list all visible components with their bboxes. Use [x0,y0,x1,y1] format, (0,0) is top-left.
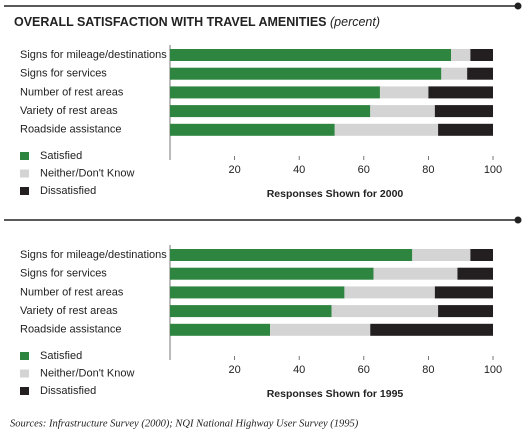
source-note: Sources: Infrastructure Survey (2000); N… [10,418,359,429]
bar-segment [467,67,493,80]
bar-segment [170,267,374,280]
rule-dot [514,216,522,224]
legend-swatch [20,152,29,160]
bar-segment [370,323,493,336]
legend-swatch [20,169,29,178]
bar-segment [434,286,493,299]
bar-segment [434,105,493,118]
bar-segment [470,249,493,261]
legend-swatch [20,352,29,360]
bar-segment [438,305,493,318]
bar-segment [370,105,435,118]
bar-segment [344,286,435,299]
x-tick-label: 60 [358,164,370,176]
x-tick-label: 100 [484,164,502,176]
x-axis-label: Responses Shown for 1995 [267,388,404,400]
x-tick-label: 60 [358,364,370,376]
bar-segment [170,249,413,261]
bar-segment [441,67,468,80]
bar-segment [170,49,452,61]
bar-segment [412,249,471,261]
category-label: Variety of rest areas [20,305,118,317]
bar-segment [470,49,493,61]
legend-label: Dissatisfied [40,385,96,397]
bar-segment [334,123,439,136]
title-text: OVERALL SATISFACTION WITH TRAVEL AMENITI… [14,15,327,29]
x-axis-label: Responses Shown for 2000 [267,188,404,200]
bar-segment [438,123,493,136]
bar-segment [170,67,442,80]
bar-segment [373,267,458,280]
bar-segment [270,323,371,336]
x-tick-label: 100 [484,364,502,376]
chart-title: OVERALL SATISFACTION WITH TRAVEL AMENITI… [14,15,380,29]
legend-label: Satisfied [40,350,82,362]
x-tick-label: 20 [228,364,240,376]
legend-label: Neither/Don't Know [40,367,134,379]
category-label: Number of rest areas [20,86,124,98]
legend-label: Satisfied [40,150,82,162]
bar-segment [170,86,380,99]
bar-segment [170,123,335,136]
legend-swatch [20,387,29,395]
category-label: Signs for services [20,268,107,280]
legend-label: Neither/Don't Know [40,167,134,179]
x-tick-label: 80 [422,364,434,376]
bar-segment [170,105,371,118]
x-tick-label: 20 [228,164,240,176]
x-tick-label: 80 [422,164,434,176]
category-label: Variety of rest areas [20,105,118,117]
category-label: Roadside assistance [20,124,122,136]
bar-segment [170,323,271,336]
legend-label: Dissatisfied [40,185,96,197]
legend-swatch [20,187,29,195]
category-label: Number of rest areas [20,286,124,298]
x-tick-label: 40 [293,164,305,176]
rule-dot [514,2,522,10]
category-label: Signs for mileage/destinations [20,49,167,61]
bar-segment [170,286,345,299]
title-note: (percent) [330,15,380,29]
bar-segment [428,86,493,99]
category-label: Signs for mileage/destinations [20,249,167,261]
bar-segment [451,49,471,61]
category-label: Signs for services [20,68,107,80]
legend-swatch [20,369,29,378]
bar-segment [457,267,493,280]
x-tick-label: 40 [293,364,305,376]
category-label: Roadside assistance [20,324,122,336]
bar-segment [170,305,332,318]
bar-segment [379,86,429,99]
bar-segment [331,305,439,318]
